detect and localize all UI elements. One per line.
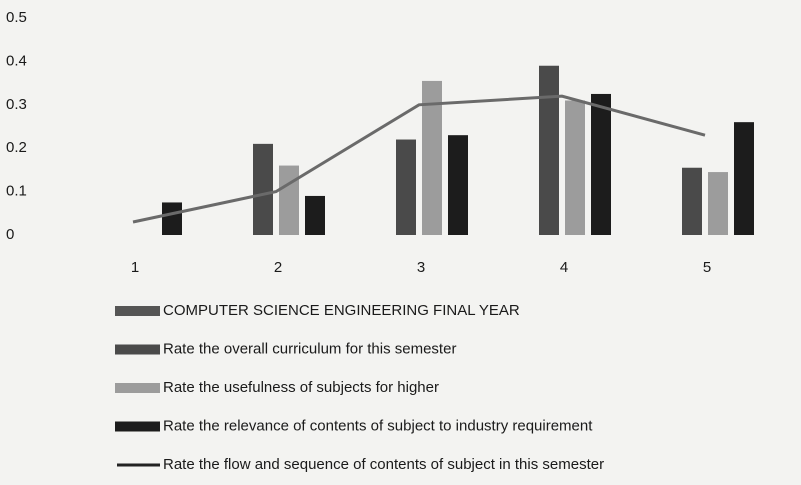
legend-label: Rate the overall curriculum for this sem… (163, 340, 456, 357)
y-tick-label: 0.4 (6, 52, 27, 69)
bar (422, 80, 442, 236)
bar (539, 65, 559, 236)
bar (162, 202, 182, 235)
legend-label: Rate the usefulness of subjects for high… (163, 379, 439, 396)
legend-label: Rate the flow and sequence of contents o… (163, 456, 604, 473)
y-tick-label: 0.1 (6, 183, 27, 200)
x-tick-label: 1 (131, 259, 139, 276)
bar (396, 139, 416, 235)
legend-swatch (115, 383, 160, 393)
bar (565, 100, 585, 236)
bar (253, 143, 273, 235)
bar (708, 172, 728, 235)
y-tick-label: 0.3 (6, 96, 27, 113)
bar (279, 165, 299, 235)
y-tick-label: 0.2 (6, 139, 27, 156)
legend-label: COMPUTER SCIENCE ENGINEERING FINAL YEAR (163, 302, 520, 319)
bar (305, 195, 325, 235)
x-tick-label: 5 (703, 259, 711, 276)
bar (591, 93, 611, 235)
legend-swatch (115, 344, 160, 355)
x-tick-label: 4 (560, 259, 568, 276)
x-tick-label: 2 (274, 259, 282, 276)
line-series (132, 94, 706, 224)
y-tick-label: 0 (6, 226, 14, 243)
x-tick-label: 3 (417, 259, 425, 276)
bar (682, 167, 702, 235)
bar (448, 135, 468, 235)
legend-swatch (115, 306, 160, 316)
legend-swatch (115, 421, 160, 432)
bar (734, 122, 754, 235)
y-tick-label: 0.5 (6, 9, 27, 26)
legend-label: Rate the relevance of contents of subjec… (163, 417, 593, 434)
